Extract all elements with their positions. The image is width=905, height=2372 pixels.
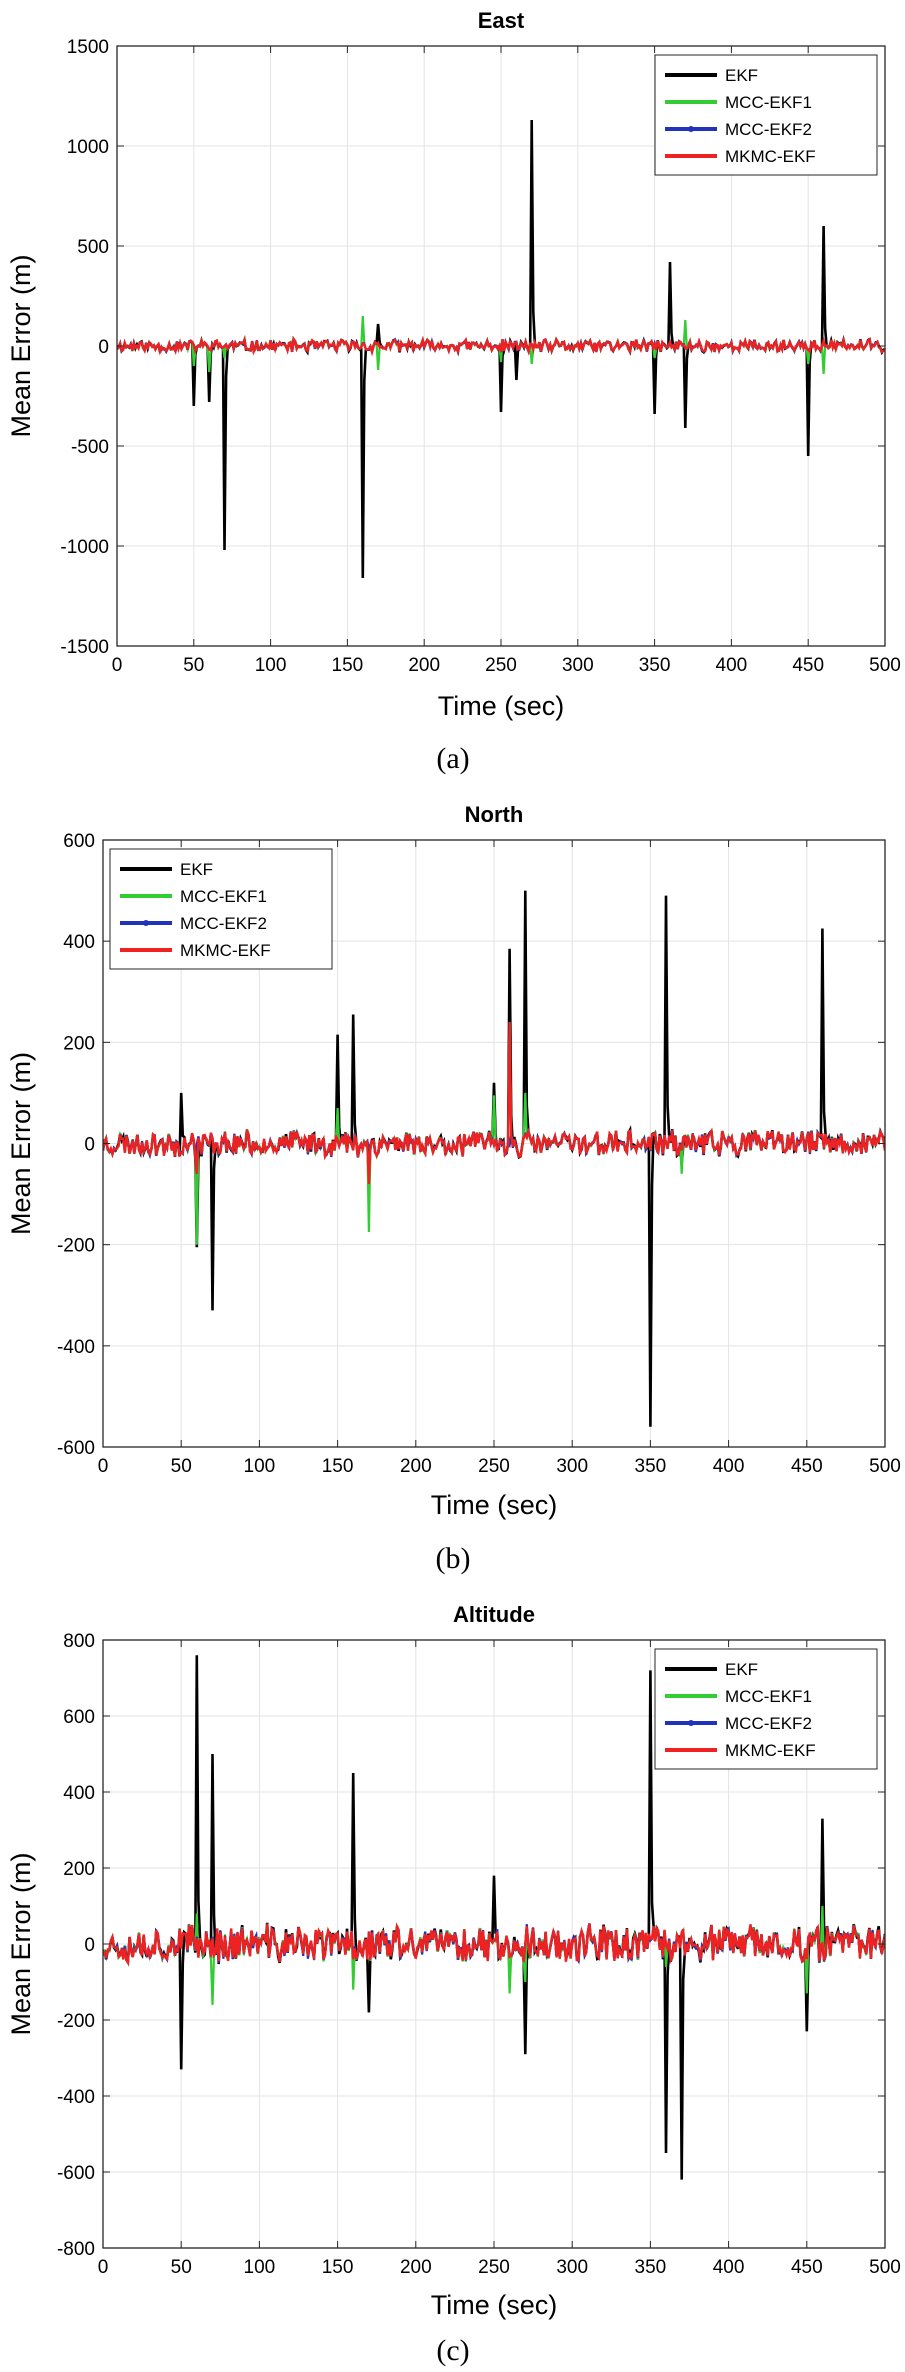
y-tick-label: -600 <box>57 2163 95 2184</box>
x-tick-label: 300 <box>562 655 594 676</box>
x-tick-label: 200 <box>400 1456 432 1477</box>
figure-caption: (b) <box>436 1542 471 1575</box>
x-tick-label: 200 <box>400 2257 432 2278</box>
x-tick-label: 0 <box>112 655 123 676</box>
x-tick-label: 200 <box>408 655 440 676</box>
legend-marker <box>688 1720 694 1726</box>
x-tick-label: 250 <box>485 655 517 676</box>
x-tick-label: 50 <box>171 1456 192 1477</box>
x-tick-label: 100 <box>244 1456 276 1477</box>
x-tick-label: 400 <box>716 655 748 676</box>
legend-label: MKMC-EKF <box>725 147 816 166</box>
legend-label: MCC-EKF1 <box>725 93 812 112</box>
x-tick-label: 250 <box>478 2257 510 2278</box>
x-tick-label: 350 <box>635 1456 667 1477</box>
y-tick-label: 200 <box>63 1859 95 1880</box>
series-line-mkmc-ekf <box>103 1022 885 1185</box>
y-tick-label: 600 <box>63 831 95 852</box>
y-tick-label: -400 <box>57 2087 95 2108</box>
legend-label: MKMC-EKF <box>180 941 271 960</box>
chart-panel-a: 0 50 100 150 200 250 300 350 400 450 500 -1500 -1000… <box>6 8 901 775</box>
x-tick-label: 450 <box>791 2257 823 2278</box>
y-tick-label: -200 <box>57 1236 95 1257</box>
x-tick-label: 150 <box>322 2257 354 2278</box>
x-axis-label: Time (sec) <box>438 691 565 721</box>
series-line-mkmc-ekf <box>117 335 885 357</box>
x-tick-label: 300 <box>556 1456 588 1477</box>
y-tick-label: 1000 <box>67 137 109 158</box>
y-tick-label: 400 <box>63 1783 95 1804</box>
legend: EKF MCC-EKF1 MCC-EKF2 MKMC-EKF <box>654 54 878 176</box>
y-tick-label: -800 <box>57 2239 95 2260</box>
x-tick-label: 100 <box>244 2257 276 2278</box>
x-axis-label: Time (sec) <box>431 2290 558 2320</box>
y-axis-label: Mean Error (m) <box>6 254 36 437</box>
x-tick-label: 150 <box>322 1456 354 1477</box>
figure-caption: (c) <box>436 2334 469 2367</box>
y-axis-label: Mean Error (m) <box>6 1052 36 1235</box>
y-tick-label: 1500 <box>67 37 109 58</box>
y-axis-label: Mean Error (m) <box>6 1852 36 2035</box>
x-tick-label: 0 <box>98 1456 109 1477</box>
legend-label: MKMC-EKF <box>725 1741 816 1760</box>
y-tick-label: -1000 <box>60 537 109 558</box>
x-tick-label: 450 <box>792 655 824 676</box>
x-tick-label: 350 <box>639 655 671 676</box>
y-tick-label: -1500 <box>60 637 109 658</box>
chart-title: North <box>465 802 524 827</box>
legend-label: EKF <box>725 66 758 85</box>
legend-label: EKF <box>180 860 213 879</box>
x-tick-label: 50 <box>183 655 204 676</box>
legend-label: MCC-EKF1 <box>725 1687 812 1706</box>
legend-label: MCC-EKF2 <box>725 1714 812 1733</box>
chart-title: East <box>478 8 525 33</box>
x-tick-label: 500 <box>869 2257 901 2278</box>
x-tick-label: 500 <box>869 655 901 676</box>
legend-label: MCC-EKF2 <box>180 914 267 933</box>
x-tick-label: 300 <box>556 2257 588 2278</box>
chart-panel-c: 0 50 100 150 200 250 300 350 400 450 500 -800 -600 -4… <box>6 1602 901 2367</box>
x-tick-label: 450 <box>791 1456 823 1477</box>
legend: EKF MCC-EKF1 MCC-EKF2 MKMC-EKF <box>654 1648 878 1770</box>
legend: EKF MCC-EKF1 MCC-EKF2 MKMC-EKF <box>109 848 333 970</box>
y-tick-label: 500 <box>77 237 109 258</box>
legend-marker <box>143 920 149 926</box>
legend-label: MCC-EKF1 <box>180 887 267 906</box>
y-tick-label: -500 <box>71 437 109 458</box>
y-tick-label: -200 <box>57 2011 95 2032</box>
y-tick-label: 600 <box>63 1707 95 1728</box>
chart-panel-b: 0 50 100 150 200 250 300 350 400 450 500 -600 -400 -2… <box>6 802 901 1575</box>
x-tick-label: 0 <box>98 2257 109 2278</box>
x-tick-label: 350 <box>635 2257 667 2278</box>
y-tick-label: 800 <box>63 1631 95 1652</box>
x-tick-label: 400 <box>713 2257 745 2278</box>
x-tick-label: 100 <box>255 655 287 676</box>
x-tick-label: 400 <box>713 1456 745 1477</box>
legend-label: EKF <box>725 1660 758 1679</box>
y-tick-label: 0 <box>84 1135 95 1156</box>
y-tick-label: 200 <box>63 1033 95 1054</box>
figure-caption: (a) <box>436 742 469 775</box>
y-tick-label: 0 <box>98 337 109 358</box>
y-tick-label: 400 <box>63 932 95 953</box>
x-tick-label: 150 <box>332 655 364 676</box>
y-tick-label: -400 <box>57 1337 95 1358</box>
legend-label: MCC-EKF2 <box>725 120 812 139</box>
y-tick-label: 0 <box>84 1935 95 1956</box>
x-tick-label: 50 <box>171 2257 192 2278</box>
series-line-mkmc-ekf <box>103 1922 885 1967</box>
y-tick-label: -600 <box>57 1438 95 1459</box>
x-axis-label: Time (sec) <box>431 1490 558 1520</box>
x-tick-label: 250 <box>478 1456 510 1477</box>
x-tick-label: 500 <box>869 1456 901 1477</box>
chart-title: Altitude <box>453 1602 535 1627</box>
legend-marker <box>688 126 694 132</box>
